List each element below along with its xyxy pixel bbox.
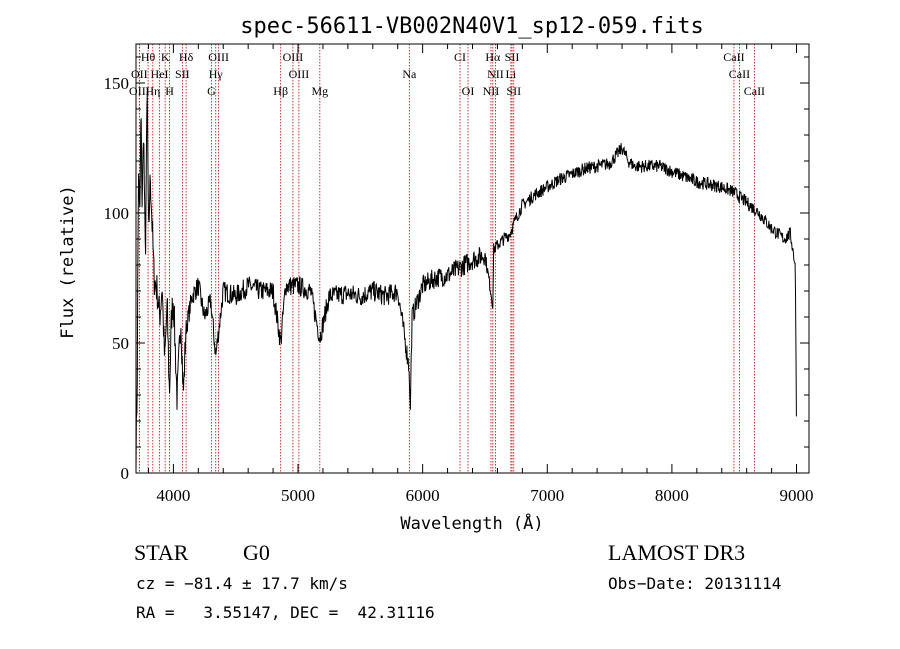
line-label: SII [175,67,190,81]
x-tick-label: 4000 [156,486,190,505]
axis-ticks [136,44,809,474]
line-label: CaII [723,50,744,64]
x-tick-label: 9000 [780,486,814,505]
survey-name: LAMOST DR3 [608,540,746,565]
line-label: Hγ [209,67,224,81]
x-tick-label: 8000 [655,486,689,505]
line-label: NII [483,84,500,98]
line-label: OIII [289,67,310,81]
line-label: OI [462,84,475,98]
x-tick-label: 5000 [281,486,315,505]
x-axis-label: Wavelength (Å) [400,512,543,534]
line-label: OIII [283,50,304,64]
line-label: HeI [151,67,169,81]
line-label: CaII [744,84,765,98]
line-label: OIII [129,84,150,98]
spectrum-line [135,93,797,474]
line-label: Li [506,67,517,81]
y-axis-label: Flux (relative) [58,185,78,339]
tick-labels: 4000 5000 6000 7000 8000 9000 0 50 100 150 [104,74,814,505]
chart-title: spec-56611-VB002N40V1_sp12-059.fits [240,14,704,39]
line-label: CI [454,50,466,64]
y-tick-label: 150 [104,74,130,93]
y-tick-label: 0 [121,464,130,483]
line-label: G [207,84,216,98]
object-subclass: G0 [243,540,270,565]
line-label: H [165,84,174,98]
line-label: Mg [311,84,328,98]
observation-date: Obs−Date: 20131114 [608,574,782,593]
line-label: Hβ [273,84,288,98]
x-tick-label: 6000 [406,486,440,505]
line-label: Hθ [141,50,156,64]
line-label: SII [505,50,520,64]
object-class: STAR [134,540,189,565]
y-tick-label: 50 [112,334,129,353]
line-label: CaII [729,67,750,81]
redshift-cz: cz = −81.4 ± 17.7 km/s [136,574,348,593]
x-tick-label: 7000 [530,486,564,505]
line-label: OIII [208,50,229,64]
line-label: Na [402,67,417,81]
line-label: SII [506,84,521,98]
line-label: Hδ [179,50,194,64]
line-label: K [161,50,170,64]
coordinates: RA = 3.55147, DEC = 42.31116 [136,603,435,622]
line-label: Hα [485,50,501,64]
line-label: NII [487,67,504,81]
plot-frame [135,43,810,474]
y-tick-label: 100 [104,204,130,223]
spectrum-series [135,93,797,474]
line-label: Hη [145,84,160,98]
